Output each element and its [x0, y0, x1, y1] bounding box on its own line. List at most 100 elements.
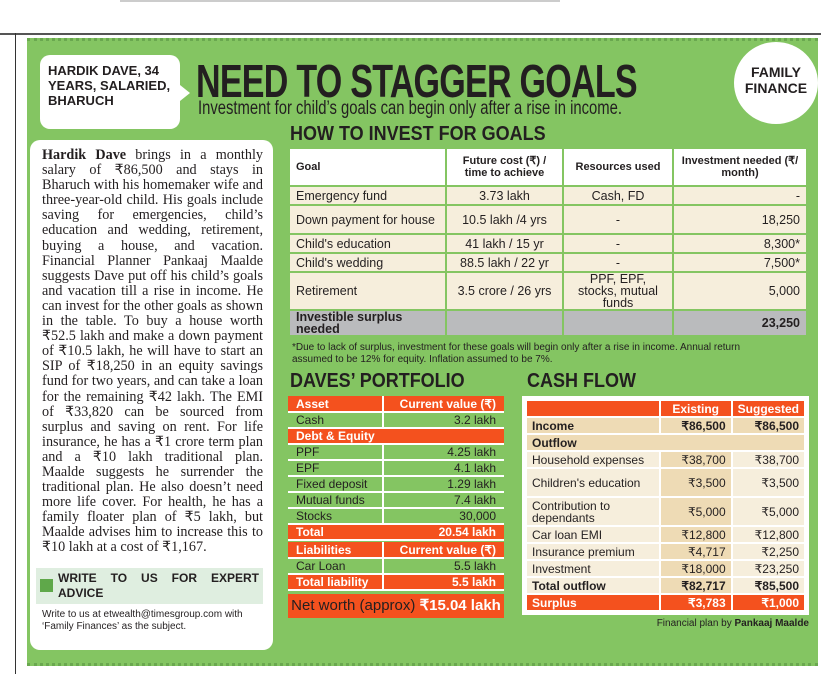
cell: Total outflow	[525, 576, 661, 595]
table-row: Liabilities Current value (₹)	[288, 542, 504, 559]
col-header: Resources used	[562, 147, 674, 187]
cell: Stocks	[288, 508, 384, 525]
pen-icon	[40, 579, 53, 593]
cell: Investible surplus needed	[288, 309, 447, 337]
cell: -	[562, 204, 674, 235]
story-lead: Hardik Dave	[42, 147, 127, 163]
cell: Asset	[288, 396, 384, 413]
credit: Financial plan by Pankaaj Maalde	[522, 618, 809, 630]
cell: 7,500*	[672, 252, 808, 273]
cell: 23,250	[672, 309, 808, 337]
cell: Current value (₹)	[382, 396, 504, 413]
cell: Debt & Equity	[288, 428, 504, 445]
cell: Emergency fund	[288, 185, 447, 206]
goals-section: Goal Future cost (₹) / time to achieve Res…	[288, 147, 808, 366]
cell: Household expenses	[525, 450, 661, 469]
table-row: Children's education ₹3,500 ₹3,500	[525, 467, 807, 498]
footnote: *Due to lack of surplus, investment for …	[292, 342, 741, 365]
cell: 4.25 lakh	[382, 444, 504, 461]
cell: ₹1,000	[730, 593, 807, 612]
table-row: Household expenses ₹38,700 ₹38,700	[525, 450, 807, 469]
cell: ₹5,000	[658, 496, 733, 527]
cashflow-section: Existing Suggested Income ₹86,500 ₹86,500 Out…	[522, 396, 809, 630]
cell: Contribution to dependants	[525, 496, 661, 527]
table-row: Total 20.54 lakh	[288, 524, 504, 541]
profile-callout: HARDIK DAVE, 34 YEARS, SALARIED, BHARUCH	[40, 55, 190, 129]
cell: -	[672, 185, 808, 206]
cell: 8,300*	[672, 233, 808, 254]
cell: Down payment for house	[288, 204, 447, 235]
cell: 4.1 lakh	[382, 460, 504, 477]
divider	[15, 33, 16, 674]
table-row: Retirement 3.5 crore / 26 yrs PPF, EPF, st…	[288, 271, 808, 311]
divider	[0, 33, 821, 35]
portfolio-table: Asset Current value (₹) Cash 3.2 lakh Debt &…	[288, 396, 504, 591]
table-row: Child's wedding 88.5 lakh / 22 yr -7,500*	[288, 252, 808, 273]
table-row: Down payment for house 10.5 lakh /4 yrs -1…	[288, 204, 808, 235]
table-row: Surplus ₹3,783 ₹1,000	[525, 593, 807, 612]
cell: Car Loan	[288, 558, 384, 575]
goals-table: Goal Future cost (₹) / time to achieve Res…	[288, 147, 808, 337]
cell: ₹82,717	[658, 576, 733, 595]
cell	[525, 399, 661, 418]
cell: ₹3,500	[730, 467, 807, 498]
cell: 3.5 crore / 26 yrs	[445, 271, 564, 311]
net-worth: Net worth (approx) ₹15.04 lakh	[288, 594, 504, 618]
cell: ₹38,700	[658, 450, 733, 469]
table-row: Insurance premium ₹4,717 ₹2,250	[525, 542, 807, 561]
table-row-section: Debt & Equity	[288, 428, 504, 445]
cell: Insurance premium	[525, 542, 661, 561]
cell: Income	[525, 416, 661, 435]
cell: Surplus	[525, 593, 661, 612]
story-body: brings in a monthly salary of ₹86,500 an…	[42, 147, 263, 556]
cell: -	[562, 233, 674, 254]
cell: Existing	[658, 399, 733, 418]
cell: ₹86,500	[730, 416, 807, 435]
write-label: WRITE TO US FOR EXPERT ADVICE	[58, 570, 259, 600]
cell: 1.29 lakh	[382, 476, 504, 493]
cell: 5.5 lakh	[382, 558, 504, 575]
table-row: Car loan EMI ₹12,800 ₹12,800	[525, 525, 807, 544]
credit-prefix: Financial plan by	[656, 618, 735, 629]
col-header: Future cost (₹) / time to achieve	[445, 147, 564, 187]
goals-heading: HOW TO INVEST FOR GOALS	[290, 123, 546, 145]
table-row: Asset Current value (₹)	[288, 396, 504, 413]
cell: 3.2 lakh	[382, 412, 504, 429]
cell: ₹23,250	[730, 559, 807, 578]
subheadline: Investment for child’s goals can begin o…	[198, 98, 622, 119]
cell: EPF	[288, 460, 384, 477]
cell: Liabilities	[288, 542, 384, 559]
family-finance-badge: FAMILY FINANCE	[734, 42, 818, 124]
credit-name: Pankaaj Maalde	[734, 618, 809, 629]
cell: Suggested	[730, 399, 807, 418]
cell: 10.5 lakh /4 yrs	[445, 204, 564, 235]
cashflow-table: Existing Suggested Income ₹86,500 ₹86,500 Out…	[522, 396, 809, 615]
cell: Fixed deposit	[288, 476, 384, 493]
write-to-us-banner: WRITE TO US FOR EXPERT ADVICE	[36, 567, 263, 604]
cell: Car loan EMI	[525, 525, 661, 544]
table-row: Stocks 30,000	[288, 508, 504, 525]
story-text: Hardik Dave brings in a monthly salary o…	[42, 147, 263, 556]
table-row: Child's education 41 lakh / 15 yr -8,300*	[288, 233, 808, 254]
spacer	[288, 540, 504, 542]
browser-tab-strip	[120, 0, 560, 2]
table-row: Total outflow ₹82,717 ₹85,500	[525, 576, 807, 595]
table-row: Contribution to dependants ₹5,000 ₹5,000	[525, 496, 807, 527]
cell: ₹4,717	[658, 542, 733, 561]
col-header: Goal	[288, 147, 447, 187]
cell: Total liability	[288, 574, 384, 591]
cell: -	[562, 252, 674, 273]
table-row-section: Outflow	[525, 433, 806, 452]
cell: ₹85,500	[730, 576, 807, 595]
cashflow-heading: CASH FLOW	[527, 370, 636, 392]
table-row: Car Loan 5.5 lakh	[288, 558, 504, 575]
headline: NEED TO STAGGER GOALS	[196, 55, 638, 107]
net-worth-value: ₹15.04 lakh	[419, 597, 501, 614]
cell: ₹3,500	[658, 467, 733, 498]
cell: 88.5 lakh / 22 yr	[445, 252, 564, 273]
cell: 30,000	[382, 508, 504, 525]
cell: 5.5 lakh	[382, 574, 504, 591]
cell: ₹2,250	[730, 542, 807, 561]
table-row: Existing Suggested	[525, 399, 807, 418]
table-row: Mutual funds 7.4 lakh	[288, 492, 504, 509]
